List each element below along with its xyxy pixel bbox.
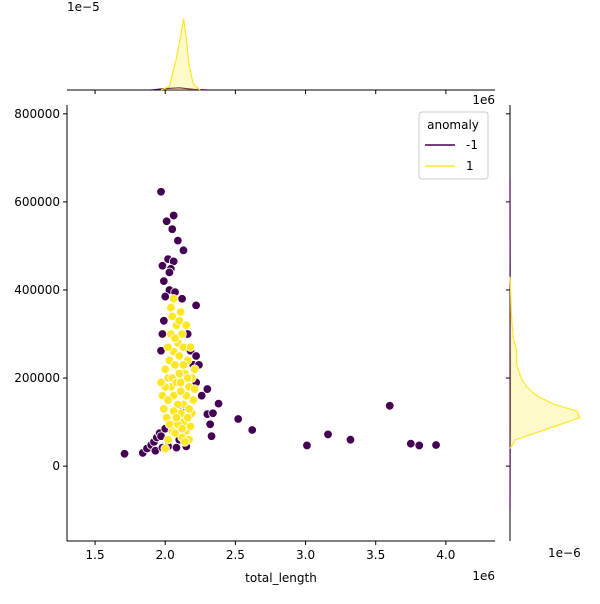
scatter-point-anomaly-1: [189, 396, 198, 405]
x-tick-label: 4.0: [436, 548, 455, 562]
scatter-point-anomaly-1: [181, 438, 190, 447]
scatter-point-anomaly-1: [185, 405, 194, 414]
scatter-point-anomaly-neg1: [162, 217, 171, 226]
scatter-point-anomaly-1: [171, 361, 180, 370]
scatter-point-anomaly-1: [190, 365, 199, 374]
scatter-point-anomaly-neg1: [174, 236, 183, 245]
scatter-point-anomaly-neg1: [161, 292, 170, 301]
scatter-point-anomaly-neg1: [168, 225, 177, 234]
scatter-point-anomaly-1: [186, 422, 195, 431]
scatter-point-anomaly-neg1: [432, 441, 441, 450]
scatter-point-anomaly-neg1: [407, 439, 416, 448]
right-density-offset-label: 1e−6: [548, 546, 581, 560]
scatter-point-anomaly-1: [157, 378, 166, 387]
scatter-point-anomaly-neg1: [172, 443, 181, 452]
x-tick-label: 1.5: [86, 548, 105, 562]
y-tick-label: 400000: [14, 283, 60, 297]
scatter-point-anomaly-neg1: [415, 441, 424, 450]
scatter-point-anomaly-1: [175, 369, 184, 378]
scatter-point-anomaly-neg1: [303, 441, 312, 450]
scatter-point-anomaly-1: [165, 420, 174, 429]
scatter-point-anomaly-1: [179, 361, 188, 370]
y-tick-label: 0: [52, 459, 60, 473]
scatter-point-anomaly-1: [186, 343, 195, 352]
scatter-point-anomaly-1: [178, 424, 187, 433]
scatter-point-anomaly-1: [172, 413, 181, 422]
scatter-point-anomaly-neg1: [214, 399, 223, 408]
scatter-point-anomaly-neg1: [179, 246, 188, 255]
y-offset-label: 1e6: [472, 93, 495, 107]
scatter-point-anomaly-1: [190, 385, 199, 394]
scatter-point-anomaly-neg1: [160, 277, 169, 286]
scatter-point-anomaly-neg1: [157, 187, 166, 196]
scatter-point-anomaly-neg1: [165, 268, 174, 277]
legend-label-series-1: 1: [466, 159, 474, 173]
x-axis-label: total_length: [245, 571, 317, 585]
scatter-point-anomaly-neg1: [234, 415, 243, 424]
scatter-point-anomaly-neg1: [160, 316, 169, 325]
scatter-point-anomaly-1: [164, 396, 173, 405]
scatter-point-anomaly-1: [167, 303, 176, 312]
scatter-point-anomaly-1: [175, 352, 184, 361]
legend: anomaly -1 1: [419, 112, 488, 179]
scatter-point-anomaly-neg1: [346, 435, 355, 444]
scatter-point-anomaly-1: [183, 413, 192, 422]
scatter-point-anomaly-neg1: [206, 420, 215, 429]
scatter-point-anomaly-neg1: [207, 432, 216, 441]
y-tick-label: 200000: [14, 371, 60, 385]
scatter-point-anomaly-neg1: [158, 261, 167, 270]
scatter-point-anomaly-1: [164, 435, 173, 444]
legend-title: anomaly: [427, 118, 479, 132]
y-tick-label: 800000: [14, 107, 60, 121]
scatter-point-anomaly-1: [176, 308, 185, 317]
scatter-point-anomaly-1: [176, 378, 185, 387]
top-density-fill-anomaly-1: [161, 19, 200, 90]
scatter-point-anomaly-neg1: [209, 409, 218, 418]
scatter-point-anomaly-1: [171, 334, 180, 343]
x-tick-label: 2.5: [226, 548, 245, 562]
x-tick-label: 3.5: [366, 548, 385, 562]
chart-dynamic-layer: 1.5 2.0 2.5 3.0 3.5 4.0 0 200000 400000 600000 800…: [14, 19, 580, 562]
scatter-point-anomaly-1: [169, 294, 178, 303]
x-tick-label: 2.0: [156, 548, 175, 562]
scatter-point-anomaly-neg1: [324, 430, 333, 439]
scatter-point-anomaly-1: [164, 343, 173, 352]
x-offset-label: 1e6: [472, 569, 495, 583]
scatter-point-anomaly-1: [161, 365, 170, 374]
scatter-point-anomaly-neg1: [197, 391, 206, 400]
scatter-point-anomaly-neg1: [192, 352, 201, 361]
y-tick-label: 600000: [14, 195, 60, 209]
legend-label-series-neg1: -1: [466, 138, 478, 152]
top-density-offset-label: 1e−5: [67, 0, 100, 14]
scatter-point-anomaly-neg1: [120, 450, 129, 459]
scatter-point-anomaly-1: [161, 444, 170, 453]
scatter-point-anomaly-neg1: [248, 426, 257, 435]
scatter-point-anomaly-1: [175, 316, 184, 325]
scatter-point-anomaly-1: [176, 387, 185, 396]
scatter-point-anomaly-neg1: [385, 401, 394, 410]
x-tick-label: 3.0: [296, 548, 315, 562]
scatter-point-anomaly-neg1: [192, 301, 201, 310]
scatter-point-anomaly-neg1: [169, 211, 178, 220]
scatter-point-anomaly-1: [160, 405, 169, 414]
right-density-fill-anomaly-1: [510, 277, 580, 449]
scatter-point-anomaly-neg1: [158, 330, 167, 339]
scatter-point-anomaly-neg1: [178, 294, 187, 303]
